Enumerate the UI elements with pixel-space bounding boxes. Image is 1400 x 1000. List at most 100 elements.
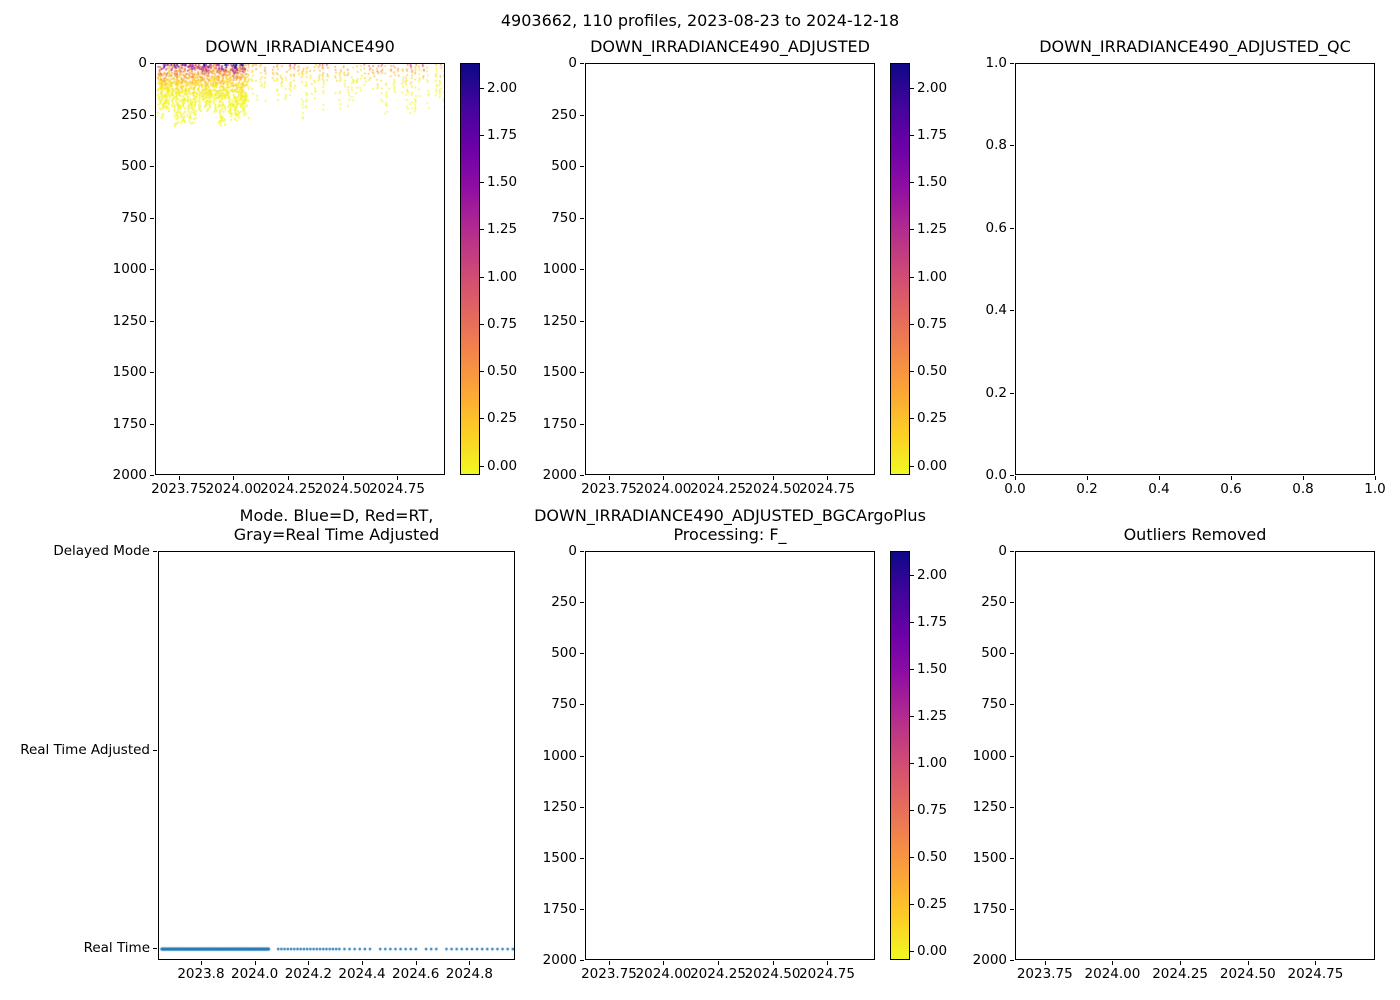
y-tick-mark bbox=[150, 63, 154, 64]
x-tick-label: 2024.50 bbox=[744, 966, 801, 982]
y-tick-label: 0.2 bbox=[985, 384, 1007, 401]
y-tick-label: 1250 bbox=[112, 312, 147, 329]
x-tick-label: 0.8 bbox=[1292, 481, 1314, 497]
colorbar-tick-label: 0.75 bbox=[917, 801, 948, 818]
y-tick-mark bbox=[1010, 908, 1014, 910]
y-tick-mark bbox=[580, 857, 584, 859]
axes-title-text: Mode. Blue=D, Red=RT, bbox=[239, 506, 434, 525]
y-tick-label: 0 bbox=[138, 55, 147, 71]
x-tick-mark bbox=[1315, 961, 1317, 965]
y-tick-label: 250 bbox=[121, 106, 147, 123]
x-tick-label: 0.0 bbox=[1004, 481, 1026, 497]
y-tick-mark bbox=[1010, 806, 1014, 808]
colorbar-tick-label: 0.50 bbox=[487, 363, 518, 380]
x-tick-label: 2024.25 bbox=[1152, 966, 1209, 982]
y-tick-label: 0 bbox=[568, 543, 577, 559]
colorbar-tick-label: 1.75 bbox=[917, 126, 948, 143]
y-tick-mark bbox=[1010, 310, 1014, 312]
x-tick-label: 2024.25 bbox=[260, 481, 316, 497]
x-tick-label: 0.2 bbox=[1076, 481, 1098, 497]
axes-title-text: Outliers Removed bbox=[1123, 525, 1267, 544]
y-tick-label: 2000 bbox=[542, 952, 577, 968]
colorbar-tick-label: 2.00 bbox=[917, 79, 948, 96]
x-tick-label: 2023.75 bbox=[581, 966, 637, 982]
axes-title-text: DOWN_IRRADIANCE490_ADJUSTED_QC bbox=[1039, 37, 1351, 56]
y-tick-mark bbox=[153, 551, 157, 552]
y-tick-label: 1250 bbox=[542, 798, 577, 815]
x-tick-label: 2023.75 bbox=[1016, 966, 1073, 982]
y-tick-mark bbox=[150, 372, 154, 373]
x-tick-label: 2024.75 bbox=[1287, 966, 1344, 982]
colorbar-tick-label: 1.50 bbox=[487, 174, 518, 191]
y-tick-mark bbox=[580, 63, 584, 64]
y-tick-mark bbox=[153, 948, 157, 950]
y-tick-mark bbox=[580, 372, 584, 373]
x-tick-mark bbox=[1180, 961, 1182, 965]
y-tick-mark bbox=[580, 704, 584, 706]
y-tick-label: 250 bbox=[551, 594, 577, 611]
colorbar-tick-mark bbox=[910, 809, 914, 811]
y-tick-mark bbox=[1010, 960, 1014, 961]
x-tick-mark bbox=[200, 961, 202, 965]
y-tick-label: 500 bbox=[981, 645, 1007, 662]
y-tick-label: 1000 bbox=[972, 747, 1007, 764]
x-tick-label: 2024.00 bbox=[635, 481, 692, 497]
colorbar-tick-label: 1.00 bbox=[917, 755, 948, 771]
x-tick-mark bbox=[1112, 961, 1114, 965]
y-tick-label: 1250 bbox=[972, 798, 1007, 815]
colorbar-tick-label: 0.75 bbox=[487, 315, 518, 332]
y-tick-mark bbox=[580, 217, 584, 219]
y-tick-label: 1750 bbox=[972, 900, 1007, 917]
y-tick-mark bbox=[1010, 653, 1014, 655]
axes-frame-4 bbox=[585, 551, 875, 960]
y-tick-mark bbox=[580, 960, 584, 961]
colorbar-tick-mark bbox=[480, 87, 484, 89]
x-tick-label: 0.4 bbox=[1148, 481, 1170, 497]
y-category-label: Real Time Adjusted bbox=[20, 741, 150, 758]
x-tick-label: 2024.6 bbox=[392, 966, 440, 982]
x-tick-label: 2024.25 bbox=[690, 481, 746, 497]
y-tick-label: 750 bbox=[551, 696, 577, 713]
x-tick-mark bbox=[608, 961, 610, 965]
y-tick-label: 2000 bbox=[112, 467, 147, 483]
y-tick-mark bbox=[150, 269, 154, 270]
y-tick-label: 0.4 bbox=[985, 302, 1007, 319]
x-tick-mark bbox=[397, 476, 399, 480]
y-tick-label: 250 bbox=[981, 594, 1007, 611]
x-tick-mark bbox=[362, 961, 363, 965]
axes-title-bgcargoplus-processing: DOWN_IRRADIANCE490_ADJUSTED_BGCArgoPlus … bbox=[430, 506, 1030, 544]
colorbar-tick-label: 1.50 bbox=[917, 661, 948, 678]
x-tick-mark bbox=[1303, 476, 1304, 480]
colorbar-tick-mark bbox=[910, 716, 914, 718]
x-tick-label: 2024.0 bbox=[231, 966, 279, 982]
x-tick-label: 2024.00 bbox=[635, 966, 692, 982]
colorbar-tick-mark bbox=[480, 229, 484, 231]
y-tick-mark bbox=[153, 749, 157, 751]
colorbar-tick-label: 0.75 bbox=[917, 315, 948, 332]
colorbar-tick-label: 1.75 bbox=[917, 614, 948, 631]
y-tick-label: 1000 bbox=[112, 261, 147, 277]
colorbar-tick-label: 1.75 bbox=[487, 126, 518, 143]
y-category-label: Real Time bbox=[83, 940, 150, 957]
colorbar-tick-mark bbox=[910, 763, 914, 764]
x-tick-label: 2024.75 bbox=[369, 481, 425, 497]
y-tick-label: 1250 bbox=[542, 312, 577, 329]
x-tick-mark bbox=[1231, 476, 1232, 480]
colorbar-tick-mark bbox=[910, 856, 914, 858]
axes-title-down-irradiance490-adjusted: DOWN_IRRADIANCE490_ADJUSTED bbox=[430, 37, 1030, 56]
colorbar-tick-label: 1.25 bbox=[487, 221, 518, 238]
x-tick-mark bbox=[772, 476, 774, 480]
y-tick-mark bbox=[150, 166, 154, 167]
y-tick-mark bbox=[1010, 392, 1014, 394]
x-tick-mark bbox=[827, 476, 829, 480]
x-tick-label: 1.0 bbox=[1364, 481, 1386, 497]
colorbar bbox=[890, 551, 910, 960]
colorbar-tick-mark bbox=[910, 182, 914, 184]
colorbar-tick-mark bbox=[910, 276, 914, 278]
y-tick-mark bbox=[1010, 145, 1014, 147]
x-tick-label: 2024.25 bbox=[690, 966, 746, 982]
y-tick-mark bbox=[150, 475, 154, 476]
colorbar-tick-label: 0.25 bbox=[487, 410, 518, 427]
x-tick-label: 2024.8 bbox=[445, 966, 493, 982]
x-tick-mark bbox=[469, 961, 471, 965]
